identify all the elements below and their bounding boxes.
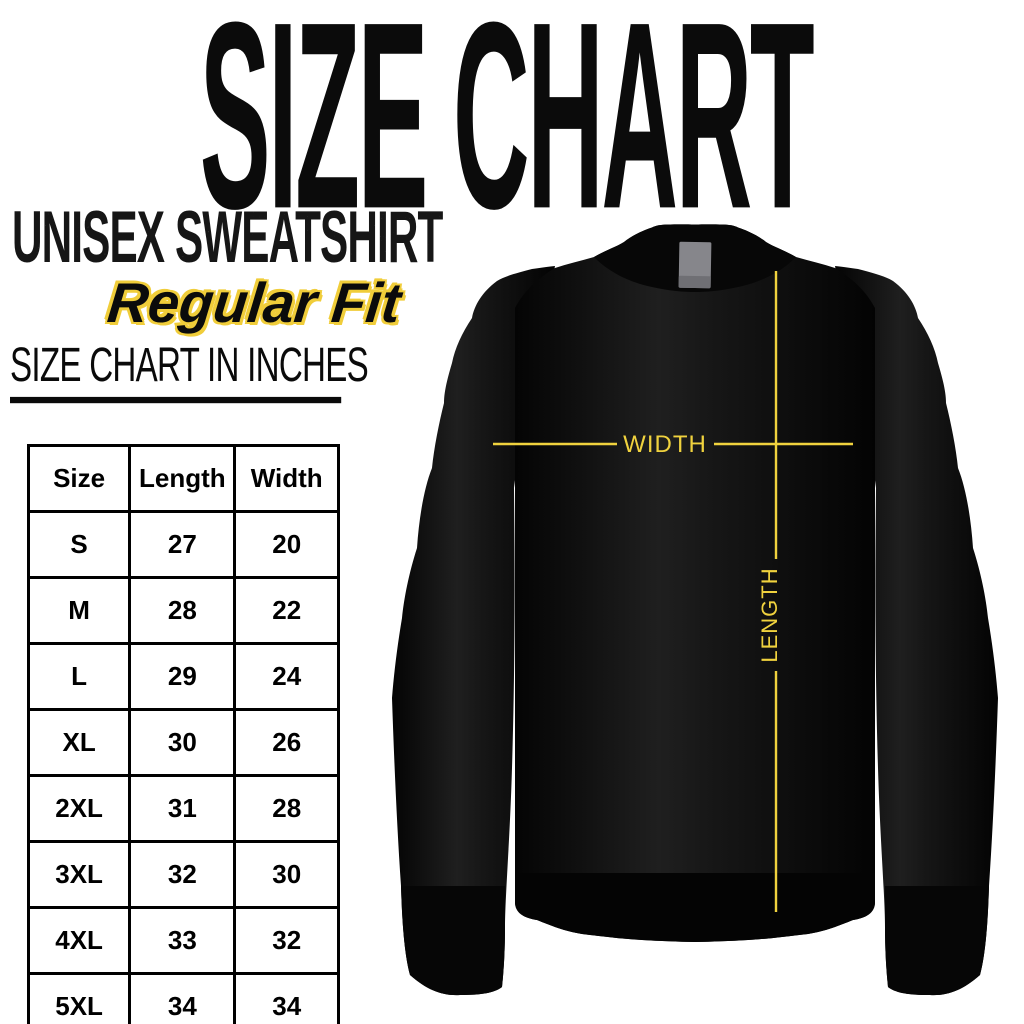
svg-text:LENGTH: LENGTH xyxy=(757,567,782,662)
svg-text:WIDTH: WIDTH xyxy=(623,431,707,458)
